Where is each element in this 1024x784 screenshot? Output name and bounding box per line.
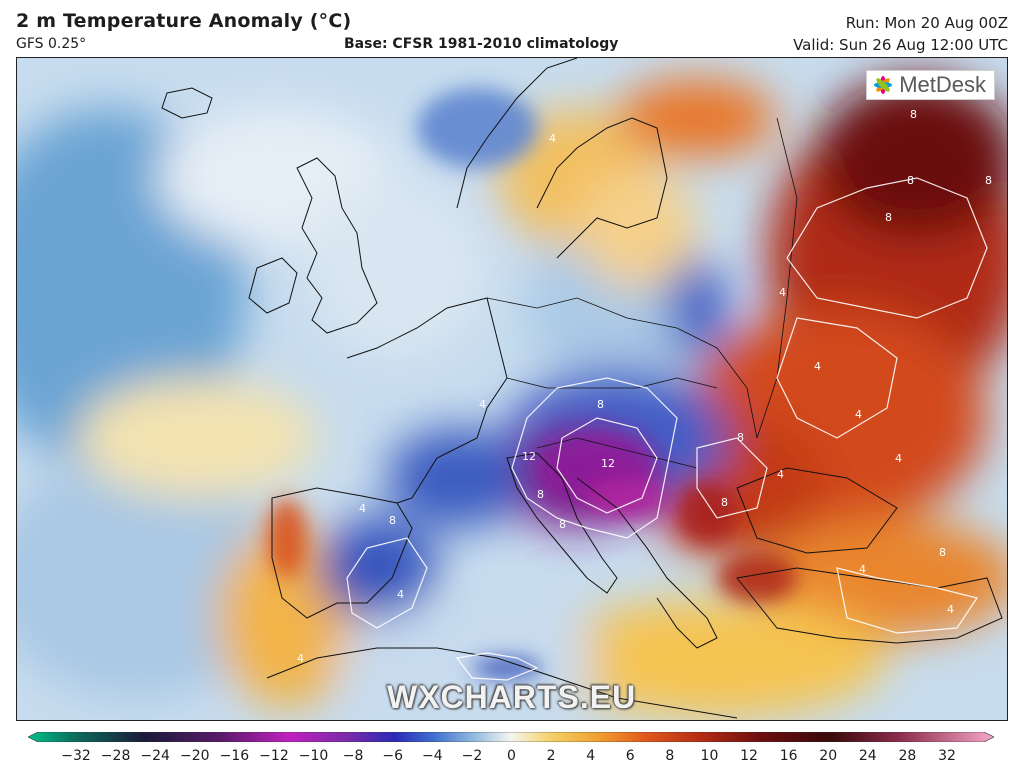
legend-tick-label: 8 bbox=[665, 748, 675, 764]
contour-label: 4 bbox=[359, 502, 366, 515]
valid-time-label: Valid: Sun 26 Aug 12:00 UTC bbox=[793, 36, 1008, 54]
metdesk-logo: MetDesk bbox=[866, 70, 995, 100]
wxcharts-watermark: WXCHARTS.EU bbox=[387, 679, 637, 715]
contour-label: 4 bbox=[479, 398, 486, 411]
contour-label: 4 bbox=[859, 563, 866, 576]
legend-tick-label: −2 bbox=[461, 748, 483, 764]
contour-label: 8 bbox=[885, 211, 892, 224]
legend-tick-label: 0 bbox=[507, 748, 516, 764]
contour-label: 8 bbox=[737, 431, 744, 444]
legend-tick-label: 10 bbox=[700, 748, 719, 764]
legend-tick-label: −12 bbox=[259, 748, 289, 764]
contour-label: 8 bbox=[721, 496, 728, 509]
legend-tick-label: 20 bbox=[819, 748, 838, 764]
contour-label: 8 bbox=[537, 488, 544, 501]
contour-label: 8 bbox=[939, 546, 946, 559]
legend-tick-label: −4 bbox=[421, 748, 443, 764]
legend-tick-label: −24 bbox=[140, 748, 170, 764]
legend-tick-label: 16 bbox=[779, 748, 798, 764]
metdesk-flower-icon bbox=[874, 76, 893, 94]
map-canvas: 4 4 8 12 12 8 8 4 4 8 8 8 8 4 4 8 8 4 4 … bbox=[17, 58, 1007, 720]
contour-label: 12 bbox=[601, 457, 615, 470]
legend-tick-label: −20 bbox=[179, 748, 210, 764]
legend-tick-label: −8 bbox=[342, 748, 364, 764]
contour-label: 8 bbox=[389, 514, 396, 527]
anomaly-map: 4 4 8 12 12 8 8 4 4 8 8 8 8 4 4 8 8 4 4 … bbox=[16, 57, 1008, 721]
contour-label: 8 bbox=[907, 174, 914, 187]
contour-label: 8 bbox=[597, 398, 604, 411]
legend-tick-label: 4 bbox=[586, 748, 596, 764]
run-time-label: Run: Mon 20 Aug 00Z bbox=[845, 14, 1008, 32]
contour-label: 8 bbox=[985, 174, 992, 187]
legend-tick-label: 6 bbox=[625, 748, 635, 764]
contour-label: 4 bbox=[777, 468, 784, 481]
anomaly-contours bbox=[346, 177, 988, 681]
contour-label: 8 bbox=[559, 518, 566, 531]
contour-label: 12 bbox=[522, 450, 536, 463]
legend-tick-label: 32 bbox=[938, 748, 956, 764]
contour-label: 4 bbox=[549, 132, 556, 145]
legend-tick-label: −32 bbox=[61, 748, 91, 764]
legend-tick-label: 12 bbox=[740, 748, 758, 764]
contour-label: 4 bbox=[947, 603, 954, 616]
contour-label: 4 bbox=[814, 360, 821, 373]
legend-tick-label: 2 bbox=[546, 748, 556, 764]
legend-tick-label: −16 bbox=[219, 748, 250, 764]
contour-label: 8 bbox=[910, 108, 917, 121]
contour-label: 4 bbox=[855, 408, 862, 421]
contour-label: 4 bbox=[779, 286, 786, 299]
legend-tick-label: −6 bbox=[382, 748, 404, 764]
coastlines bbox=[161, 58, 1003, 719]
legend-tick-label: 24 bbox=[858, 748, 877, 764]
model-label: GFS 0.25° bbox=[16, 36, 87, 52]
contour-label: 4 bbox=[297, 652, 304, 665]
legend-colorbar bbox=[28, 732, 994, 742]
contour-label-group: 4 4 8 12 12 8 8 4 4 8 8 8 8 4 4 8 8 4 4 … bbox=[297, 108, 992, 665]
chart-title: 2 m Temperature Anomaly (°C) bbox=[16, 10, 352, 32]
contour-label: 4 bbox=[895, 452, 902, 465]
contour-label: 4 bbox=[397, 588, 404, 601]
metdesk-logo-text: MetDesk bbox=[899, 72, 986, 97]
legend-tick-label: 28 bbox=[898, 748, 917, 764]
legend-tick-label: −28 bbox=[100, 748, 131, 764]
legend-ticks: −32 −28 −24 −20 −16 −12 −10 −8 −6 −4 −2 0 2 4 6 8 10 12 16… bbox=[0, 748, 1024, 768]
legend-tick-label: −10 bbox=[298, 748, 329, 764]
climatology-base-label: Base: CFSR 1981-2010 climatology bbox=[344, 36, 619, 52]
